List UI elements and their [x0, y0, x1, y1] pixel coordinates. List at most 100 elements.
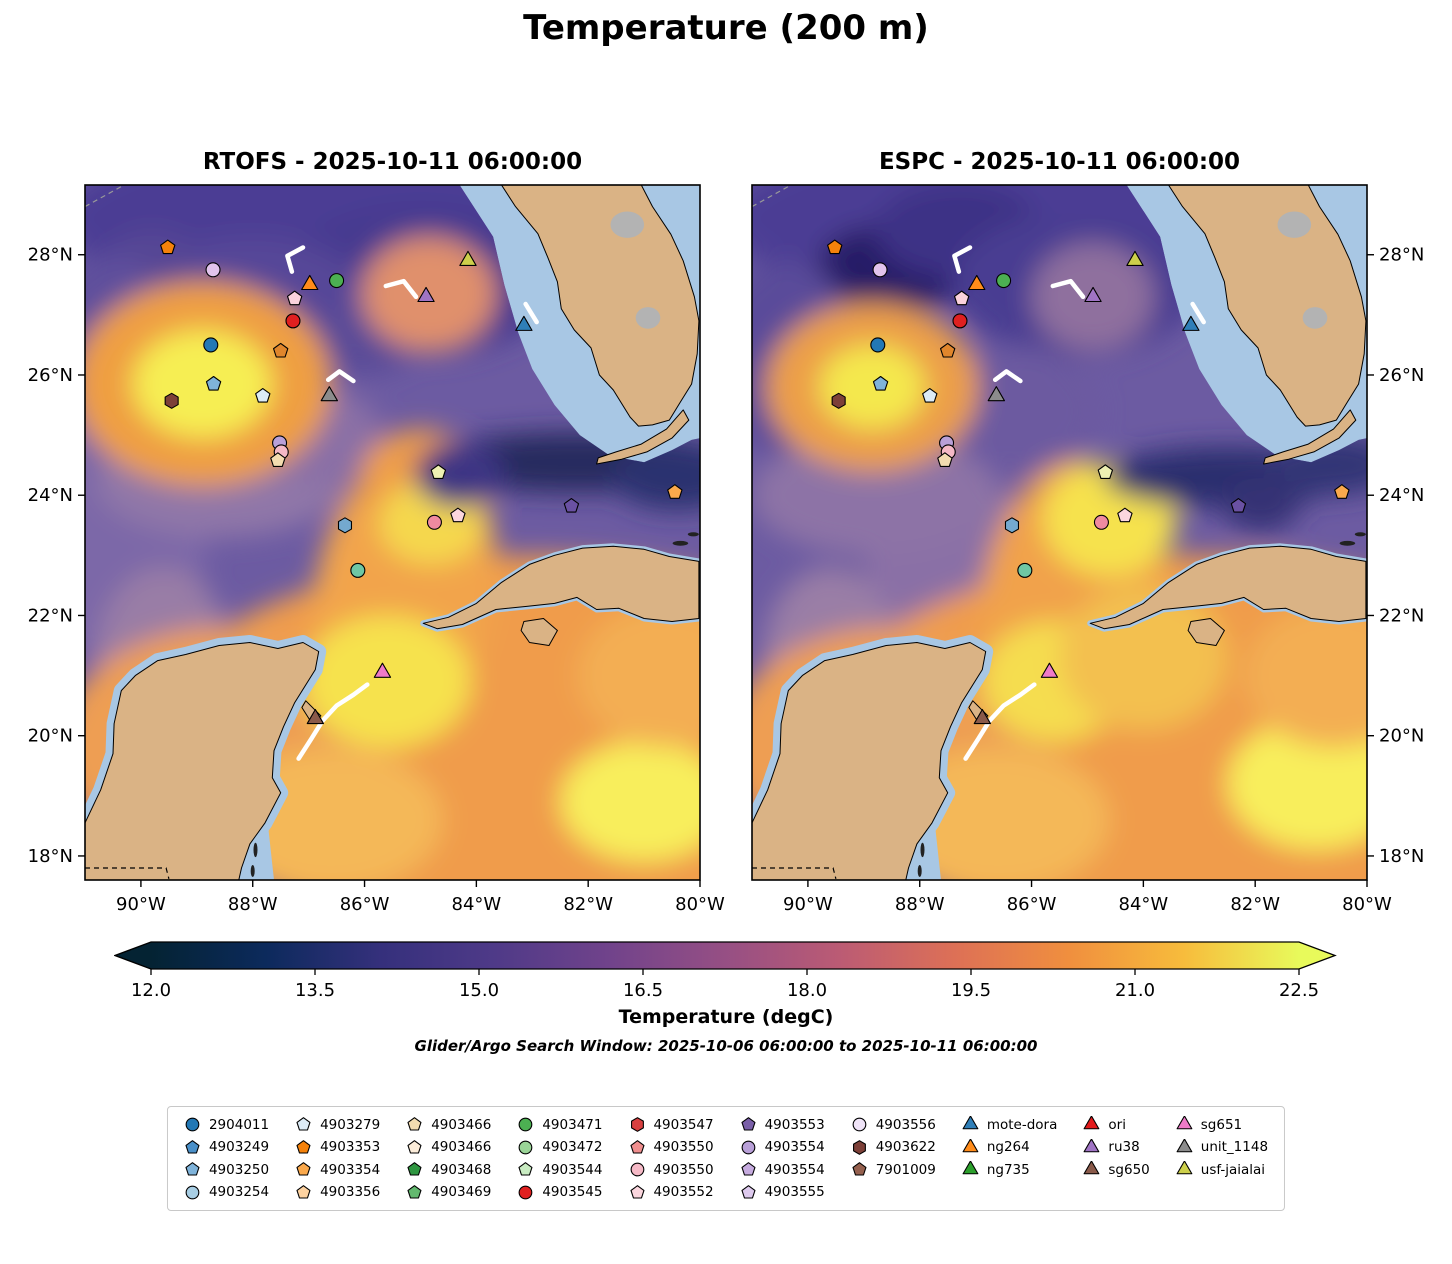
map-espc: 90°W 88°W 86°W 84°W 82°W 80°W 18°N 20°N 22°N 24°N… — [751, 184, 1424, 915]
argo-float-marker — [563, 497, 580, 513]
argo-float-marker — [629, 1139, 644, 1154]
legend-item-label: 4903249 — [208, 1139, 270, 1156]
lon-tick-label: 88°W — [228, 894, 278, 915]
triangle-marker-icon — [1083, 1138, 1100, 1153]
argo-float-marker — [450, 507, 466, 523]
argo-float-marker — [407, 1162, 422, 1176]
legend-item-label: 4903469 — [431, 1184, 492, 1201]
pentagon-marker-icon — [296, 1139, 311, 1154]
legend-item: 4903469 — [406, 1183, 491, 1203]
lake — [1302, 307, 1328, 329]
legend-column: 2904011 4903249 4903250 4903254 — [184, 1115, 269, 1202]
argo-float-marker — [1004, 517, 1020, 534]
argo-float-marker — [329, 273, 345, 289]
argo-float-marker — [996, 273, 1012, 289]
circle-marker-icon — [185, 1117, 200, 1132]
lat-tick-label: 18°N — [1379, 846, 1424, 867]
argo-float-marker — [940, 342, 956, 358]
glider-track — [296, 682, 370, 761]
argo-float-marker — [852, 1162, 867, 1176]
legend-item-label: ori — [1108, 1116, 1126, 1133]
lon-tick-label: 88°W — [895, 894, 945, 915]
argo-float-marker — [270, 452, 286, 467]
pentagon-marker-icon — [629, 1139, 644, 1154]
mote-dora-marker — [1182, 315, 1200, 331]
legend-item-label: 4903250 — [208, 1161, 270, 1178]
circle-marker-icon — [518, 1185, 533, 1200]
ng264-marker — [301, 274, 319, 291]
map-panel-espc: ESPC - 2025-10-11 06:00:00 90°W 88°W 86°W 84… — [751, 149, 1424, 915]
circle-marker-icon — [518, 1140, 533, 1155]
lat-tick-label: 26°N — [1379, 365, 1424, 386]
legend-column: mote-dora ng264 ng735 — [962, 1115, 1058, 1180]
argo-float-marker — [962, 1161, 979, 1175]
argo-float-marker — [205, 375, 222, 391]
legend-item-label: 4903468 — [431, 1161, 492, 1178]
legend-item-label: 4903547 — [653, 1116, 714, 1133]
legend-item-label: 4903466 — [431, 1139, 492, 1156]
legend-item: 4903279 — [295, 1115, 380, 1135]
legend-item: ru38 — [1083, 1138, 1149, 1158]
argo-float-marker — [1117, 507, 1133, 523]
argo-float-marker — [518, 1117, 533, 1132]
legend-item: 4903622 — [851, 1138, 936, 1158]
pentagon-marker-icon — [407, 1139, 422, 1154]
glider-track — [1190, 301, 1206, 325]
panel-title: RTOFS - 2025-10-11 06:00:00 — [202, 149, 583, 175]
map-panel-rtofs: RTOFS - 2025-10-11 06:00:00 90°W 88°W 86°W 8… — [28, 149, 725, 915]
legend-item: 4903353 — [295, 1138, 380, 1158]
glider-track — [285, 245, 306, 274]
legend-item-label: unit_1148 — [1200, 1139, 1269, 1156]
unit_1148-marker — [320, 386, 338, 402]
circle-marker-icon — [630, 1162, 644, 1177]
pentagon-marker-icon — [629, 1184, 644, 1199]
legend-item: 2904011 — [184, 1115, 269, 1135]
pentagon-marker-icon — [407, 1184, 422, 1199]
argo-float-marker — [185, 1117, 200, 1132]
argo-float-marker — [741, 1117, 756, 1131]
legend-item-label: ng735 — [986, 1161, 1030, 1178]
pentagon-marker-icon — [296, 1184, 311, 1199]
legend-item-label: 4903555 — [764, 1184, 825, 1201]
isla-de-la-juventud-landmass — [520, 618, 558, 646]
florida-peninsula-landmass — [1168, 185, 1367, 427]
panel-border — [84, 184, 701, 881]
lat-tick-label: 22°N — [28, 605, 73, 626]
argo-float-marker — [203, 337, 219, 353]
circle-marker-icon — [741, 1140, 755, 1155]
colorbar-tick-label: 12.0 — [131, 980, 171, 1001]
argo-float-marker — [667, 484, 683, 499]
lat-tick-label: 24°N — [1379, 485, 1424, 506]
legend-item-label: 4903556 — [875, 1116, 936, 1133]
florida-keys-landmass — [596, 409, 690, 465]
argo-float-marker — [185, 1162, 200, 1176]
legend-item: 4903554 — [740, 1138, 825, 1158]
yucatan-peninsula-landmass — [752, 642, 987, 880]
legend-item-label: 4903353 — [320, 1139, 381, 1156]
mote-dora-marker — [515, 315, 533, 331]
argo-float-marker — [296, 1117, 311, 1131]
argo-float-marker — [1097, 464, 1114, 480]
sg651-marker — [1040, 662, 1059, 678]
search-window-subtitle: Glider/Argo Search Window: 2025-10-06 06… — [414, 1037, 1038, 1055]
legend-item-label: 4903279 — [320, 1116, 381, 1133]
glider-track — [523, 301, 539, 325]
lon-tick-label: 80°W — [1342, 894, 1392, 915]
legend-item: 4903547 — [628, 1115, 714, 1135]
legend-item: 4903250 — [184, 1160, 269, 1180]
legend-item: 4903552 — [628, 1183, 714, 1203]
legend-column: 4903556 4903622 7901009 — [851, 1115, 936, 1180]
sg650-marker — [973, 708, 992, 725]
legend-item-label: 4903354 — [320, 1161, 381, 1178]
legend-item: 4903554 — [740, 1160, 825, 1180]
legend-item: sg650 — [1083, 1160, 1150, 1180]
glider-track — [992, 369, 1023, 384]
pentagon-marker-icon — [852, 1162, 867, 1176]
legend-item: 4903249 — [184, 1138, 269, 1158]
lon-tick-label: 86°W — [340, 894, 390, 915]
glider-track — [963, 682, 1037, 761]
legend-item: ng264 — [962, 1138, 1058, 1158]
argo-float-marker — [160, 239, 176, 255]
argo-float-marker — [185, 1185, 200, 1200]
legend-item: 4903472 — [517, 1138, 602, 1158]
